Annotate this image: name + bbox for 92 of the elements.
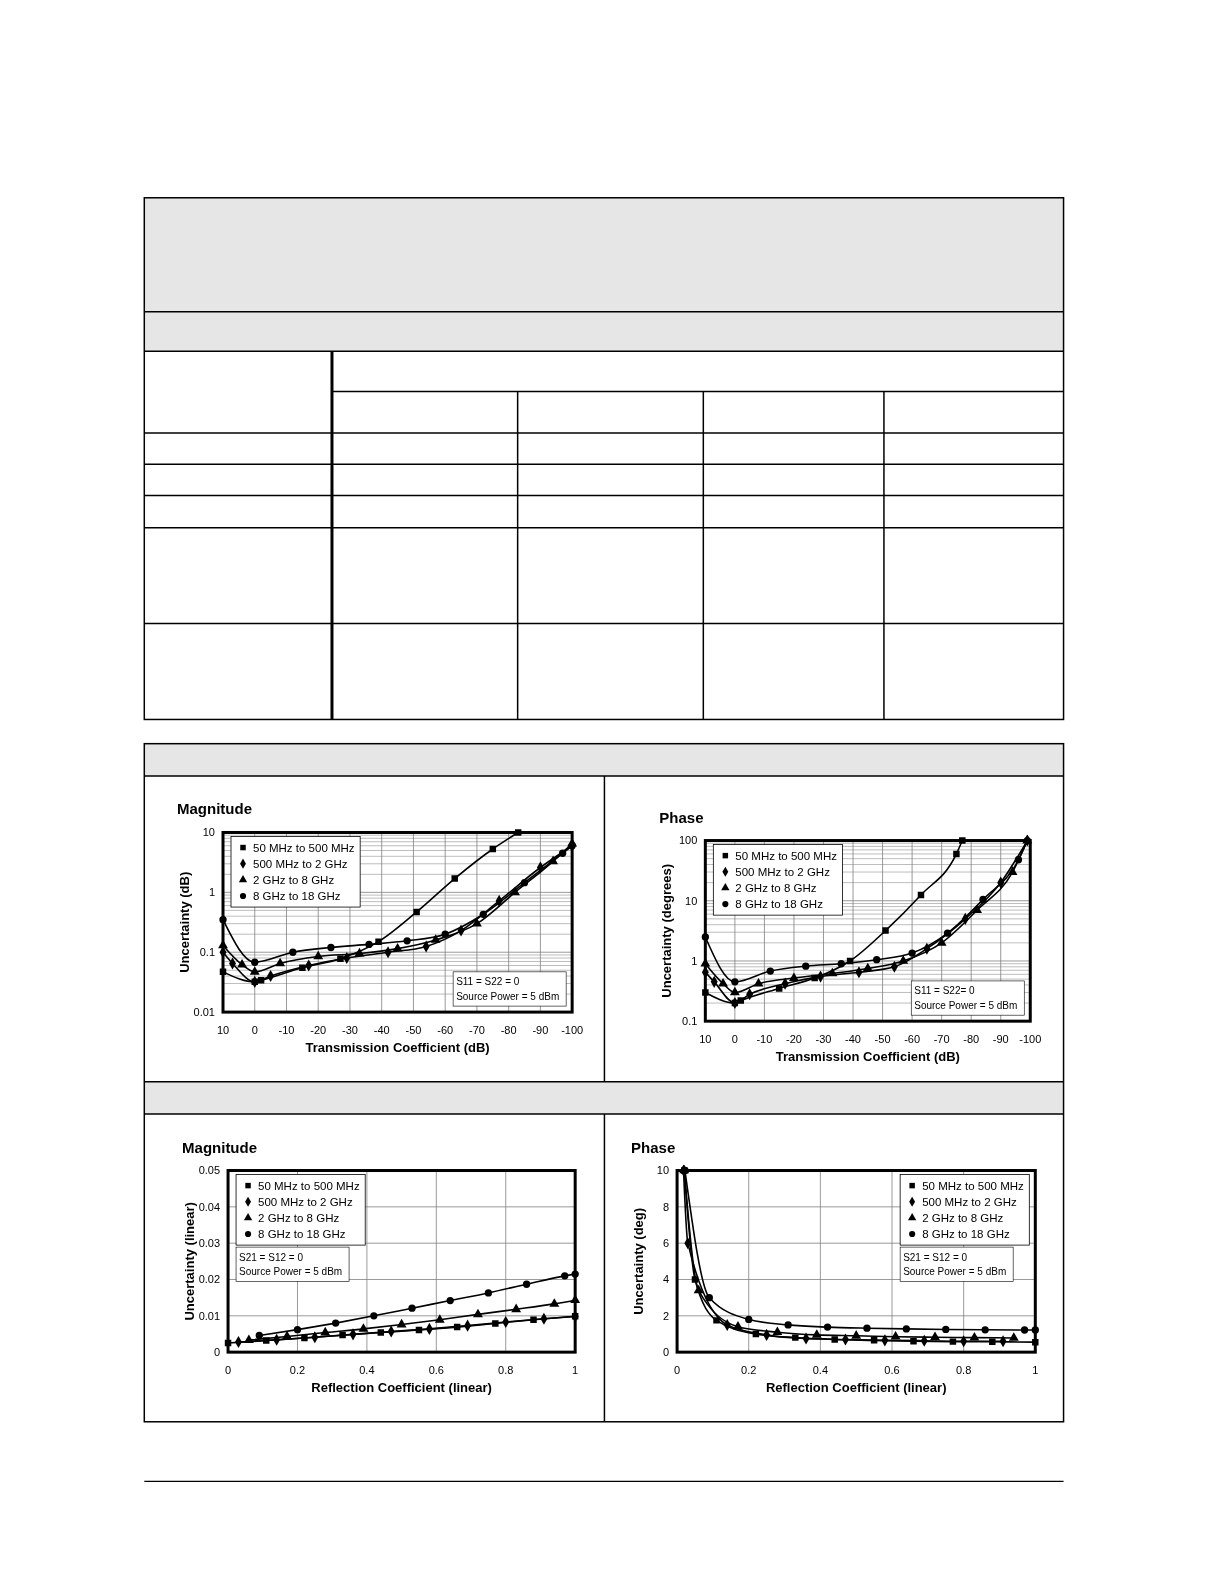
x-tick-label: 0.2 bbox=[741, 1364, 757, 1377]
x-tick-label: -30 bbox=[342, 1024, 358, 1037]
x-tick-label: -80 bbox=[963, 1033, 980, 1046]
x-tick-label: 0.8 bbox=[498, 1364, 514, 1377]
legend-label: 500 MHz to 2 GHz bbox=[253, 857, 348, 870]
annotation: S21 = S12 = 0 bbox=[239, 1251, 304, 1263]
x-tick-label: 0 bbox=[674, 1364, 681, 1377]
y-tick-label: 4 bbox=[662, 1273, 670, 1286]
x-tick-label: 0.6 bbox=[428, 1364, 444, 1377]
y-tick-label: 0.1 bbox=[199, 946, 215, 959]
legend-label: 50 MHz to 500 MHz bbox=[258, 1179, 360, 1192]
x-tick-label: -40 bbox=[845, 1033, 861, 1046]
y-axis-title: Uncertainty (linear) bbox=[182, 1202, 198, 1321]
y-tick-label: 10 bbox=[202, 826, 215, 839]
legend-label: 8 GHz to 18 GHz bbox=[735, 898, 824, 911]
annotation: S11 = S22= 0 bbox=[914, 985, 976, 997]
x-tick-label: 0.4 bbox=[359, 1364, 375, 1377]
y-tick-label: 0.04 bbox=[198, 1200, 221, 1213]
y-tick-label: 6 bbox=[662, 1237, 670, 1250]
legend-label: 8 GHz to 18 GHz bbox=[253, 890, 341, 903]
x-tick-label: -20 bbox=[786, 1033, 802, 1046]
x-tick-label: -90 bbox=[532, 1024, 549, 1037]
annotation: S21 = S12 = 0 bbox=[903, 1251, 968, 1263]
x-tick-label: 0.6 bbox=[884, 1364, 900, 1377]
y-axis-title: Uncertainty (dB) bbox=[177, 871, 192, 973]
legend-label: 2 GHz to 8 GHz bbox=[258, 1211, 340, 1224]
x-tick-label: -90 bbox=[992, 1033, 1009, 1046]
y-axis-title: Uncertainty (degrees) bbox=[659, 864, 675, 998]
x-tick-label: -70 bbox=[933, 1033, 950, 1046]
chart-title: Magnitude bbox=[177, 800, 252, 818]
annotation: Source Power = 5 dBm bbox=[456, 990, 560, 1002]
x-tick-label: 0.4 bbox=[812, 1364, 829, 1377]
legend-label: 50 MHz to 500 MHz bbox=[922, 1179, 1025, 1192]
y-tick-label: 0.02 bbox=[198, 1273, 221, 1286]
x-tick-label: -20 bbox=[310, 1024, 327, 1037]
chart-title: Phase bbox=[659, 808, 704, 826]
y-tick-label: 100 bbox=[678, 834, 698, 847]
x-axis-title: Transmission Coefficient (dB) bbox=[305, 1040, 490, 1056]
x-tick-label: -10 bbox=[756, 1033, 773, 1046]
x-tick-label: -50 bbox=[874, 1033, 891, 1046]
x-tick-label: 0 bbox=[251, 1024, 258, 1037]
y-axis-title: Uncertainty (deg) bbox=[631, 1207, 647, 1315]
x-tick-label: 1 bbox=[1032, 1364, 1039, 1377]
x-tick-label: -80 bbox=[500, 1024, 517, 1037]
legend-label: 2 GHz to 8 GHz bbox=[253, 873, 335, 886]
legend-label: 500 MHz to 2 GHz bbox=[922, 1195, 1017, 1208]
chart-title: Phase bbox=[631, 1138, 676, 1156]
annotation: Source Power = 5 dBm bbox=[903, 1265, 1007, 1277]
x-tick-label: -10 bbox=[278, 1024, 295, 1037]
legend-label: 500 MHz to 2 GHz bbox=[258, 1195, 353, 1208]
y-tick-label: 1 bbox=[691, 954, 698, 967]
x-axis-title: Transmission Coefficient (dB) bbox=[775, 1049, 960, 1065]
y-tick-label: 0 bbox=[662, 1346, 670, 1358]
x-tick-label: -70 bbox=[468, 1024, 485, 1037]
annotation: Source Power = 5 dBm bbox=[239, 1265, 343, 1277]
x-axis-title: Reflection Coefficient (linear) bbox=[311, 1380, 492, 1396]
x-tick-label: -100 bbox=[1019, 1033, 1042, 1046]
y-tick-label: 8 bbox=[662, 1200, 670, 1213]
y-tick-label: 2 bbox=[662, 1309, 670, 1322]
legend-label: 2 GHz to 8 GHz bbox=[735, 881, 817, 894]
x-tick-label: 10 bbox=[216, 1024, 230, 1037]
y-tick-label: 0.01 bbox=[193, 1005, 215, 1018]
y-tick-label: 10 bbox=[685, 894, 698, 907]
x-tick-label: -60 bbox=[904, 1033, 921, 1046]
legend-label: 50 MHz to 500 MHz bbox=[253, 841, 355, 854]
y-tick-label: 0.01 bbox=[198, 1309, 221, 1322]
legend-label: 2 GHz to 8 GHz bbox=[922, 1211, 1004, 1224]
legend-label: 500 MHz to 2 GHz bbox=[735, 865, 831, 878]
x-axis-title: Reflection Coefficient (linear) bbox=[765, 1380, 947, 1396]
x-tick-label: -60 bbox=[437, 1024, 454, 1037]
annotation: Source Power = 5 dBm bbox=[914, 999, 1018, 1011]
x-tick-label: 10 bbox=[699, 1033, 712, 1046]
legend-label: 8 GHz to 18 GHz bbox=[922, 1228, 1010, 1241]
x-tick-label: 0 bbox=[224, 1364, 232, 1377]
chart-title: Magnitude bbox=[182, 1138, 258, 1156]
y-tick-label: 0 bbox=[213, 1346, 221, 1358]
x-tick-label: 0.2 bbox=[289, 1364, 306, 1377]
annotation: S11 = S22 = 0 bbox=[456, 976, 520, 988]
y-tick-label: 10 bbox=[656, 1164, 670, 1177]
x-tick-label: -40 bbox=[373, 1024, 390, 1037]
x-tick-label: -30 bbox=[815, 1033, 832, 1046]
y-tick-label: 0.05 bbox=[198, 1164, 221, 1177]
x-tick-label: 1 bbox=[572, 1364, 579, 1377]
x-tick-label: 0.8 bbox=[956, 1364, 972, 1377]
x-tick-label: -50 bbox=[405, 1024, 422, 1037]
legend-label: 50 MHz to 500 MHz bbox=[735, 849, 838, 862]
y-tick-label: 0.1 bbox=[682, 1015, 698, 1028]
x-tick-label: 0 bbox=[731, 1033, 738, 1046]
y-tick-label: 1 bbox=[208, 886, 215, 899]
y-tick-label: 0.03 bbox=[198, 1237, 221, 1250]
legend-label: 8 GHz to 18 GHz bbox=[258, 1228, 346, 1241]
x-tick-label: -100 bbox=[561, 1024, 584, 1037]
